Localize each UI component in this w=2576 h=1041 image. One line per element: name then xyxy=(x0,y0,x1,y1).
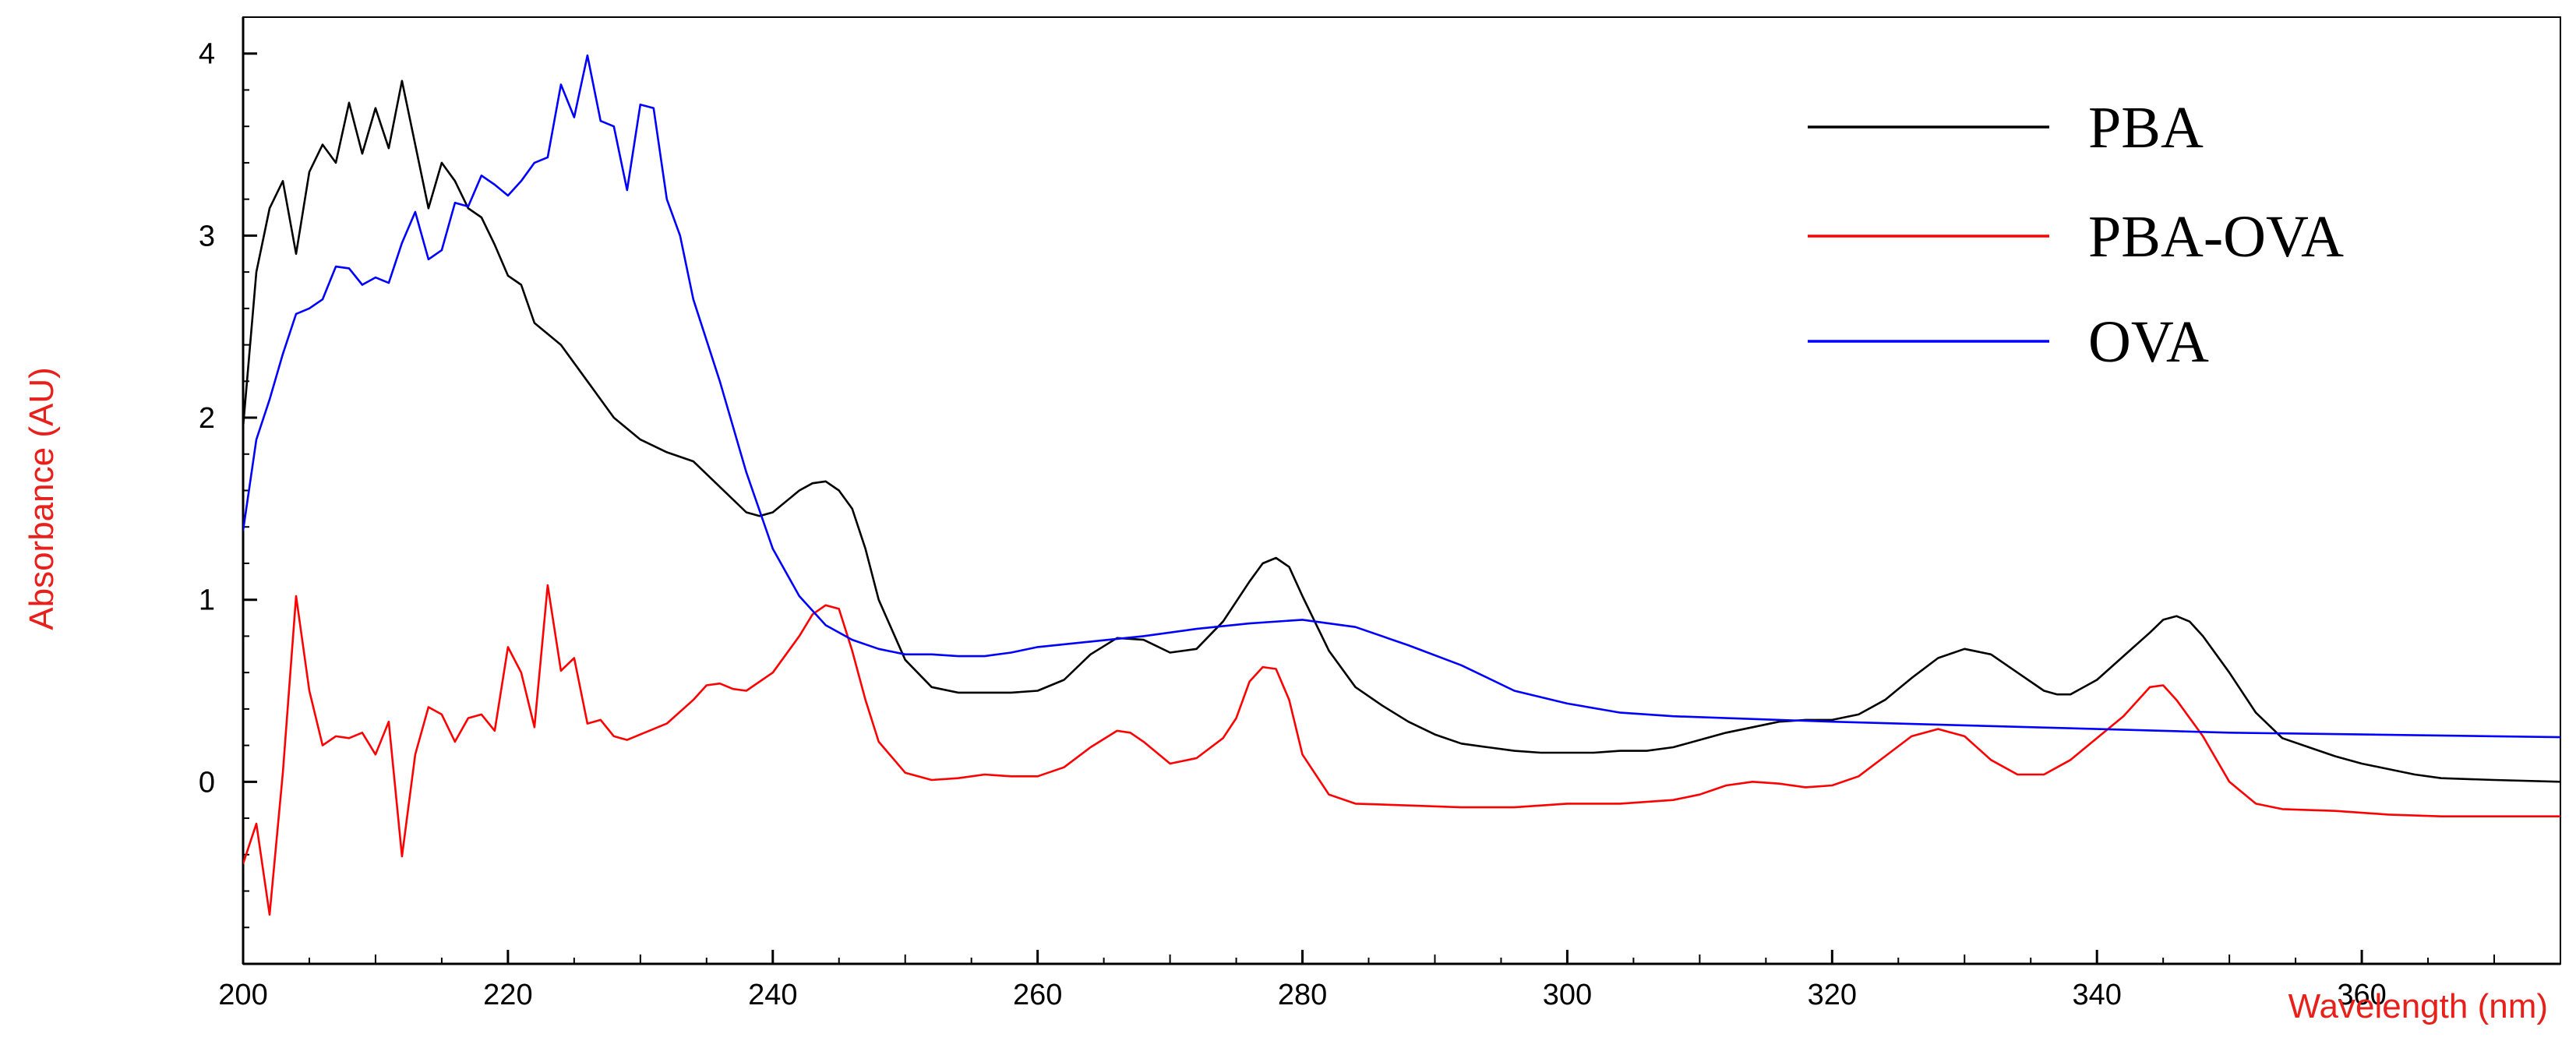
x-tick-label: 260 xyxy=(1013,979,1062,1011)
series-line-pba xyxy=(243,79,2560,783)
y-tick-label: 1 xyxy=(199,584,215,617)
legend-label-pba-ova: PBA-OVA xyxy=(2088,204,2344,270)
x-tick-label: 340 xyxy=(2072,979,2121,1011)
y-axis-ticks: 0 1 2 3 4 xyxy=(199,38,257,929)
x-axis-title: Wavelength (nm) xyxy=(2288,987,2548,1025)
series-line-pba-ova xyxy=(243,584,2560,916)
series-line-ova xyxy=(243,54,2560,739)
x-tick-label: 320 xyxy=(1808,979,1857,1011)
y-tick-label: 2 xyxy=(199,402,215,435)
y-tick-label: 0 xyxy=(199,766,215,799)
x-tick-label: 360 xyxy=(2337,979,2386,1011)
x-tick-label: 300 xyxy=(1543,979,1592,1011)
legend: PBA PBA-OVA OVA xyxy=(1808,95,2344,375)
legend-label-ova: OVA xyxy=(2088,309,2209,375)
series-layer xyxy=(243,54,2560,916)
y-tick-label: 3 xyxy=(199,220,215,252)
x-tick-label: 280 xyxy=(1278,979,1327,1011)
x-axis-ticks: 200 220 240 260 280 300 320 340 360 xyxy=(218,950,2561,1011)
y-axis-title: Absorbance (AU) xyxy=(23,367,61,630)
x-tick-label: 220 xyxy=(483,979,532,1011)
y-tick-label: 4 xyxy=(199,38,215,71)
x-tick-label: 240 xyxy=(748,979,797,1011)
legend-label-pba: PBA xyxy=(2088,95,2204,161)
x-tick-label: 200 xyxy=(218,979,267,1011)
